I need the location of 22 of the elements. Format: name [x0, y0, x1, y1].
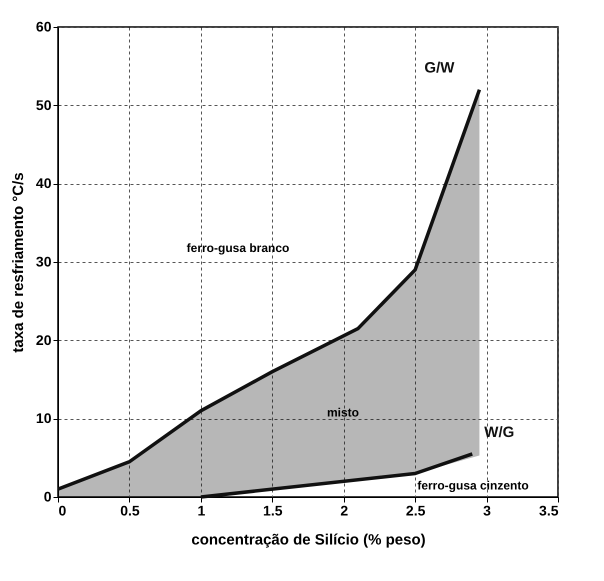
x-tick-label: 2	[340, 502, 348, 518]
x-tick-label: 1	[197, 502, 206, 518]
y-tick-label: 40	[36, 175, 52, 192]
y-tick-label: 60	[36, 18, 52, 34]
x-axis-title: concentração de Silício (% peso)	[191, 532, 426, 548]
x-tick-label: 0	[58, 502, 66, 518]
y-tick-label: 0	[44, 488, 52, 504]
annotation: ferro-gusa cinzento	[417, 478, 529, 492]
x-tick-label: 2.5	[406, 502, 426, 518]
x-tick-label: 3.5	[539, 502, 559, 518]
y-tick-label: 20	[36, 332, 52, 348]
y-tick-label: 50	[36, 96, 52, 113]
x-tick-label: 1.5	[263, 502, 283, 518]
annotation: misto	[326, 405, 360, 420]
y-axis-title: taxa de resfriamento °C/s	[10, 172, 27, 353]
x-tick-label: 3	[483, 502, 492, 518]
y-tick-label: 10	[36, 410, 52, 426]
y-tick-label: 30	[36, 254, 52, 270]
series-label: G/W	[424, 60, 456, 77]
annotation: ferro-gusa branco	[186, 240, 290, 255]
x-tick-label: 0.5	[120, 502, 140, 518]
series-label: W/G	[484, 424, 514, 441]
